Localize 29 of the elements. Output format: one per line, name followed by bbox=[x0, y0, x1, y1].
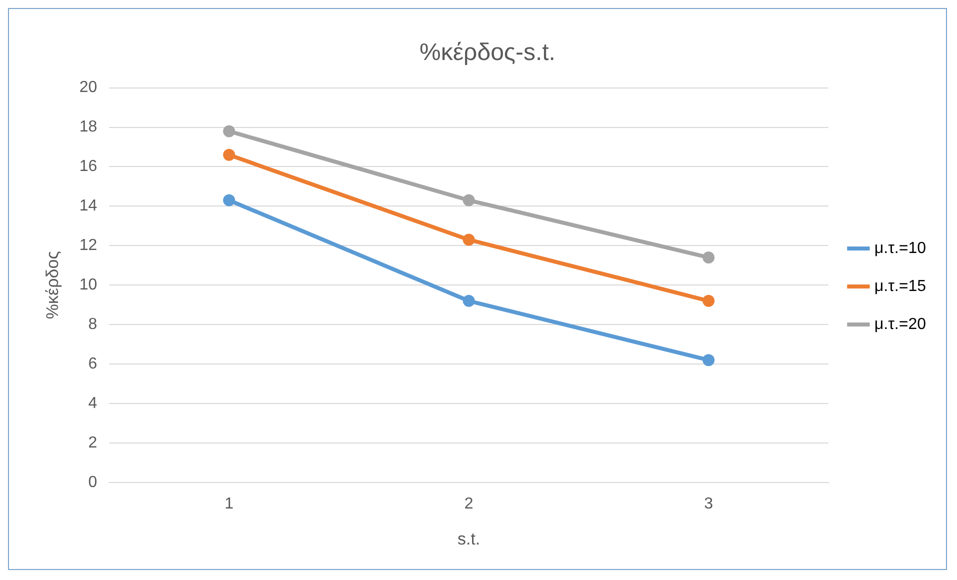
y-tick-label: 16 bbox=[79, 158, 98, 176]
x-tick-label: 2 bbox=[464, 495, 474, 512]
point bbox=[223, 148, 236, 161]
y-tick-label: 4 bbox=[88, 394, 98, 412]
y-tick-label: 8 bbox=[88, 316, 98, 333]
y-tick-label: 20 bbox=[79, 79, 98, 96]
point bbox=[462, 294, 475, 307]
point bbox=[702, 251, 715, 264]
point bbox=[223, 125, 236, 138]
legend-label: μ.τ.=10 bbox=[874, 240, 926, 257]
y-tick-label: 6 bbox=[88, 355, 98, 372]
point bbox=[462, 194, 475, 206]
legend-label: μ.τ.=20 bbox=[874, 316, 926, 333]
point bbox=[462, 234, 475, 246]
y-tick-label: 0 bbox=[88, 474, 98, 491]
point bbox=[223, 194, 236, 206]
y-tick-label: 18 bbox=[79, 118, 98, 136]
y-tick-label: 14 bbox=[79, 198, 98, 215]
x-tick-label: 1 bbox=[224, 495, 234, 512]
y-axis-title: %κέρδος bbox=[42, 251, 62, 320]
point bbox=[702, 354, 715, 366]
chart-title: %κέρδος-s.t. bbox=[420, 39, 556, 66]
y-tick-label: 12 bbox=[79, 237, 98, 254]
legend-label: μ.τ.=15 bbox=[874, 278, 926, 295]
point bbox=[702, 294, 715, 307]
y-tick-label: 2 bbox=[88, 434, 98, 452]
x-axis-title: s.t. bbox=[457, 529, 480, 548]
y-tick-label: 10 bbox=[79, 276, 98, 294]
x-tick-label: 3 bbox=[704, 495, 714, 512]
